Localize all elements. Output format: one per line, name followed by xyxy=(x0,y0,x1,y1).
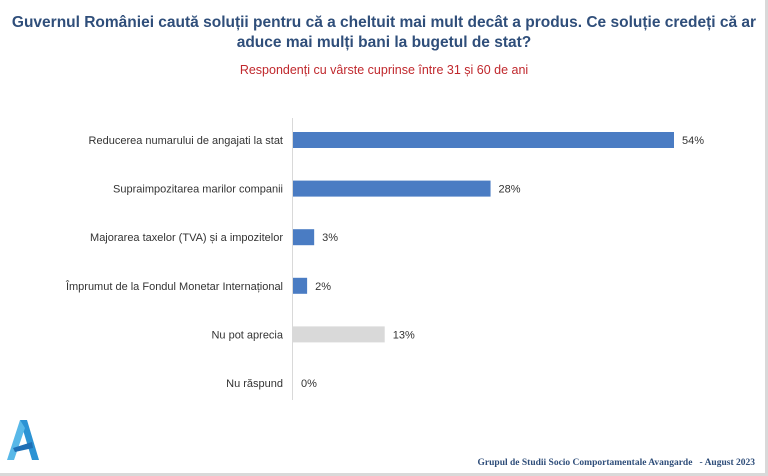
value-label: 3% xyxy=(322,232,338,244)
bar xyxy=(293,277,308,294)
category-label: Nu pot aprecia xyxy=(211,329,283,341)
value-label: 54% xyxy=(682,135,704,147)
chart-subtitle: Respondenți cu vârste cuprinse între 31 … xyxy=(239,63,529,77)
value-label: 2% xyxy=(315,281,331,293)
category-label: Nu răspund xyxy=(226,378,283,390)
category-label: Majorarea taxelor (TVA) și a impozitelor xyxy=(90,232,283,244)
chart-title: Guvernul României caută soluții pentru c… xyxy=(11,14,757,51)
bar xyxy=(293,180,491,197)
avangarde-logo-icon xyxy=(7,420,39,460)
category-label: Reducerea numarului de angajati la stat xyxy=(89,135,283,147)
value-label: 13% xyxy=(393,329,415,341)
bar xyxy=(293,132,674,148)
bar xyxy=(293,326,385,343)
bar xyxy=(293,229,315,246)
value-label: 0% xyxy=(301,378,317,390)
category-label: Supraimpozitarea marilor companii xyxy=(113,184,283,196)
category-label: Împrumut de la Fondul Monetar Internațio… xyxy=(65,280,283,293)
footer-credit: Grupul de Studii Socio Comportamentale A… xyxy=(477,458,755,468)
value-label: 28% xyxy=(499,184,521,196)
